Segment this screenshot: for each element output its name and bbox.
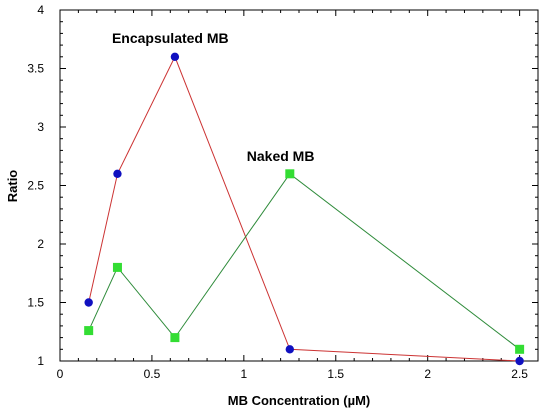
- data-point: [84, 298, 93, 307]
- y-tick-label: 2.5: [27, 179, 44, 193]
- data-point: [84, 326, 94, 336]
- y-axis-title: Ratio: [5, 170, 20, 203]
- y-tick-label: 3: [37, 120, 44, 134]
- x-tick-label: 0: [57, 367, 64, 381]
- series-label: Encapsulated MB: [112, 30, 229, 46]
- y-tick-label: 1: [37, 354, 44, 368]
- data-point: [285, 169, 295, 179]
- data-point: [113, 169, 122, 178]
- data-point: [285, 345, 295, 354]
- series-line: [88, 173, 520, 350]
- data-point: [515, 356, 524, 366]
- x-tick-label: 2.5: [511, 367, 528, 381]
- y-tick-label: 1.5: [27, 296, 44, 310]
- x-tick-label: 1: [241, 367, 248, 381]
- series-layer: [84, 52, 525, 366]
- x-axis-title: MB Concentration (µM): [228, 393, 371, 408]
- series-naked-mb: [84, 169, 525, 354]
- tick-labels: 0 0.5 1 1.5 2 2.5 1 1.5 2 2.5 3 3.5 4: [27, 3, 528, 381]
- series-encapsulated-mb: [84, 52, 524, 366]
- y-tick-label: 4: [37, 3, 44, 17]
- annotations: Encapsulated MB Naked MB: [112, 30, 315, 164]
- x-tick-label: 0.5: [144, 367, 161, 381]
- data-point: [170, 52, 180, 61]
- x-tick-label: 2: [424, 367, 431, 381]
- data-point: [515, 344, 525, 354]
- series-line: [88, 55, 520, 362]
- ticks: [59, 9, 538, 362]
- data-point: [112, 262, 122, 272]
- y-tick-label: 2: [37, 237, 44, 251]
- data-point: [170, 333, 180, 343]
- y-tick-label: 3.5: [27, 62, 44, 76]
- series-label: Naked MB: [247, 148, 315, 164]
- x-tick-label: 1.5: [327, 367, 344, 381]
